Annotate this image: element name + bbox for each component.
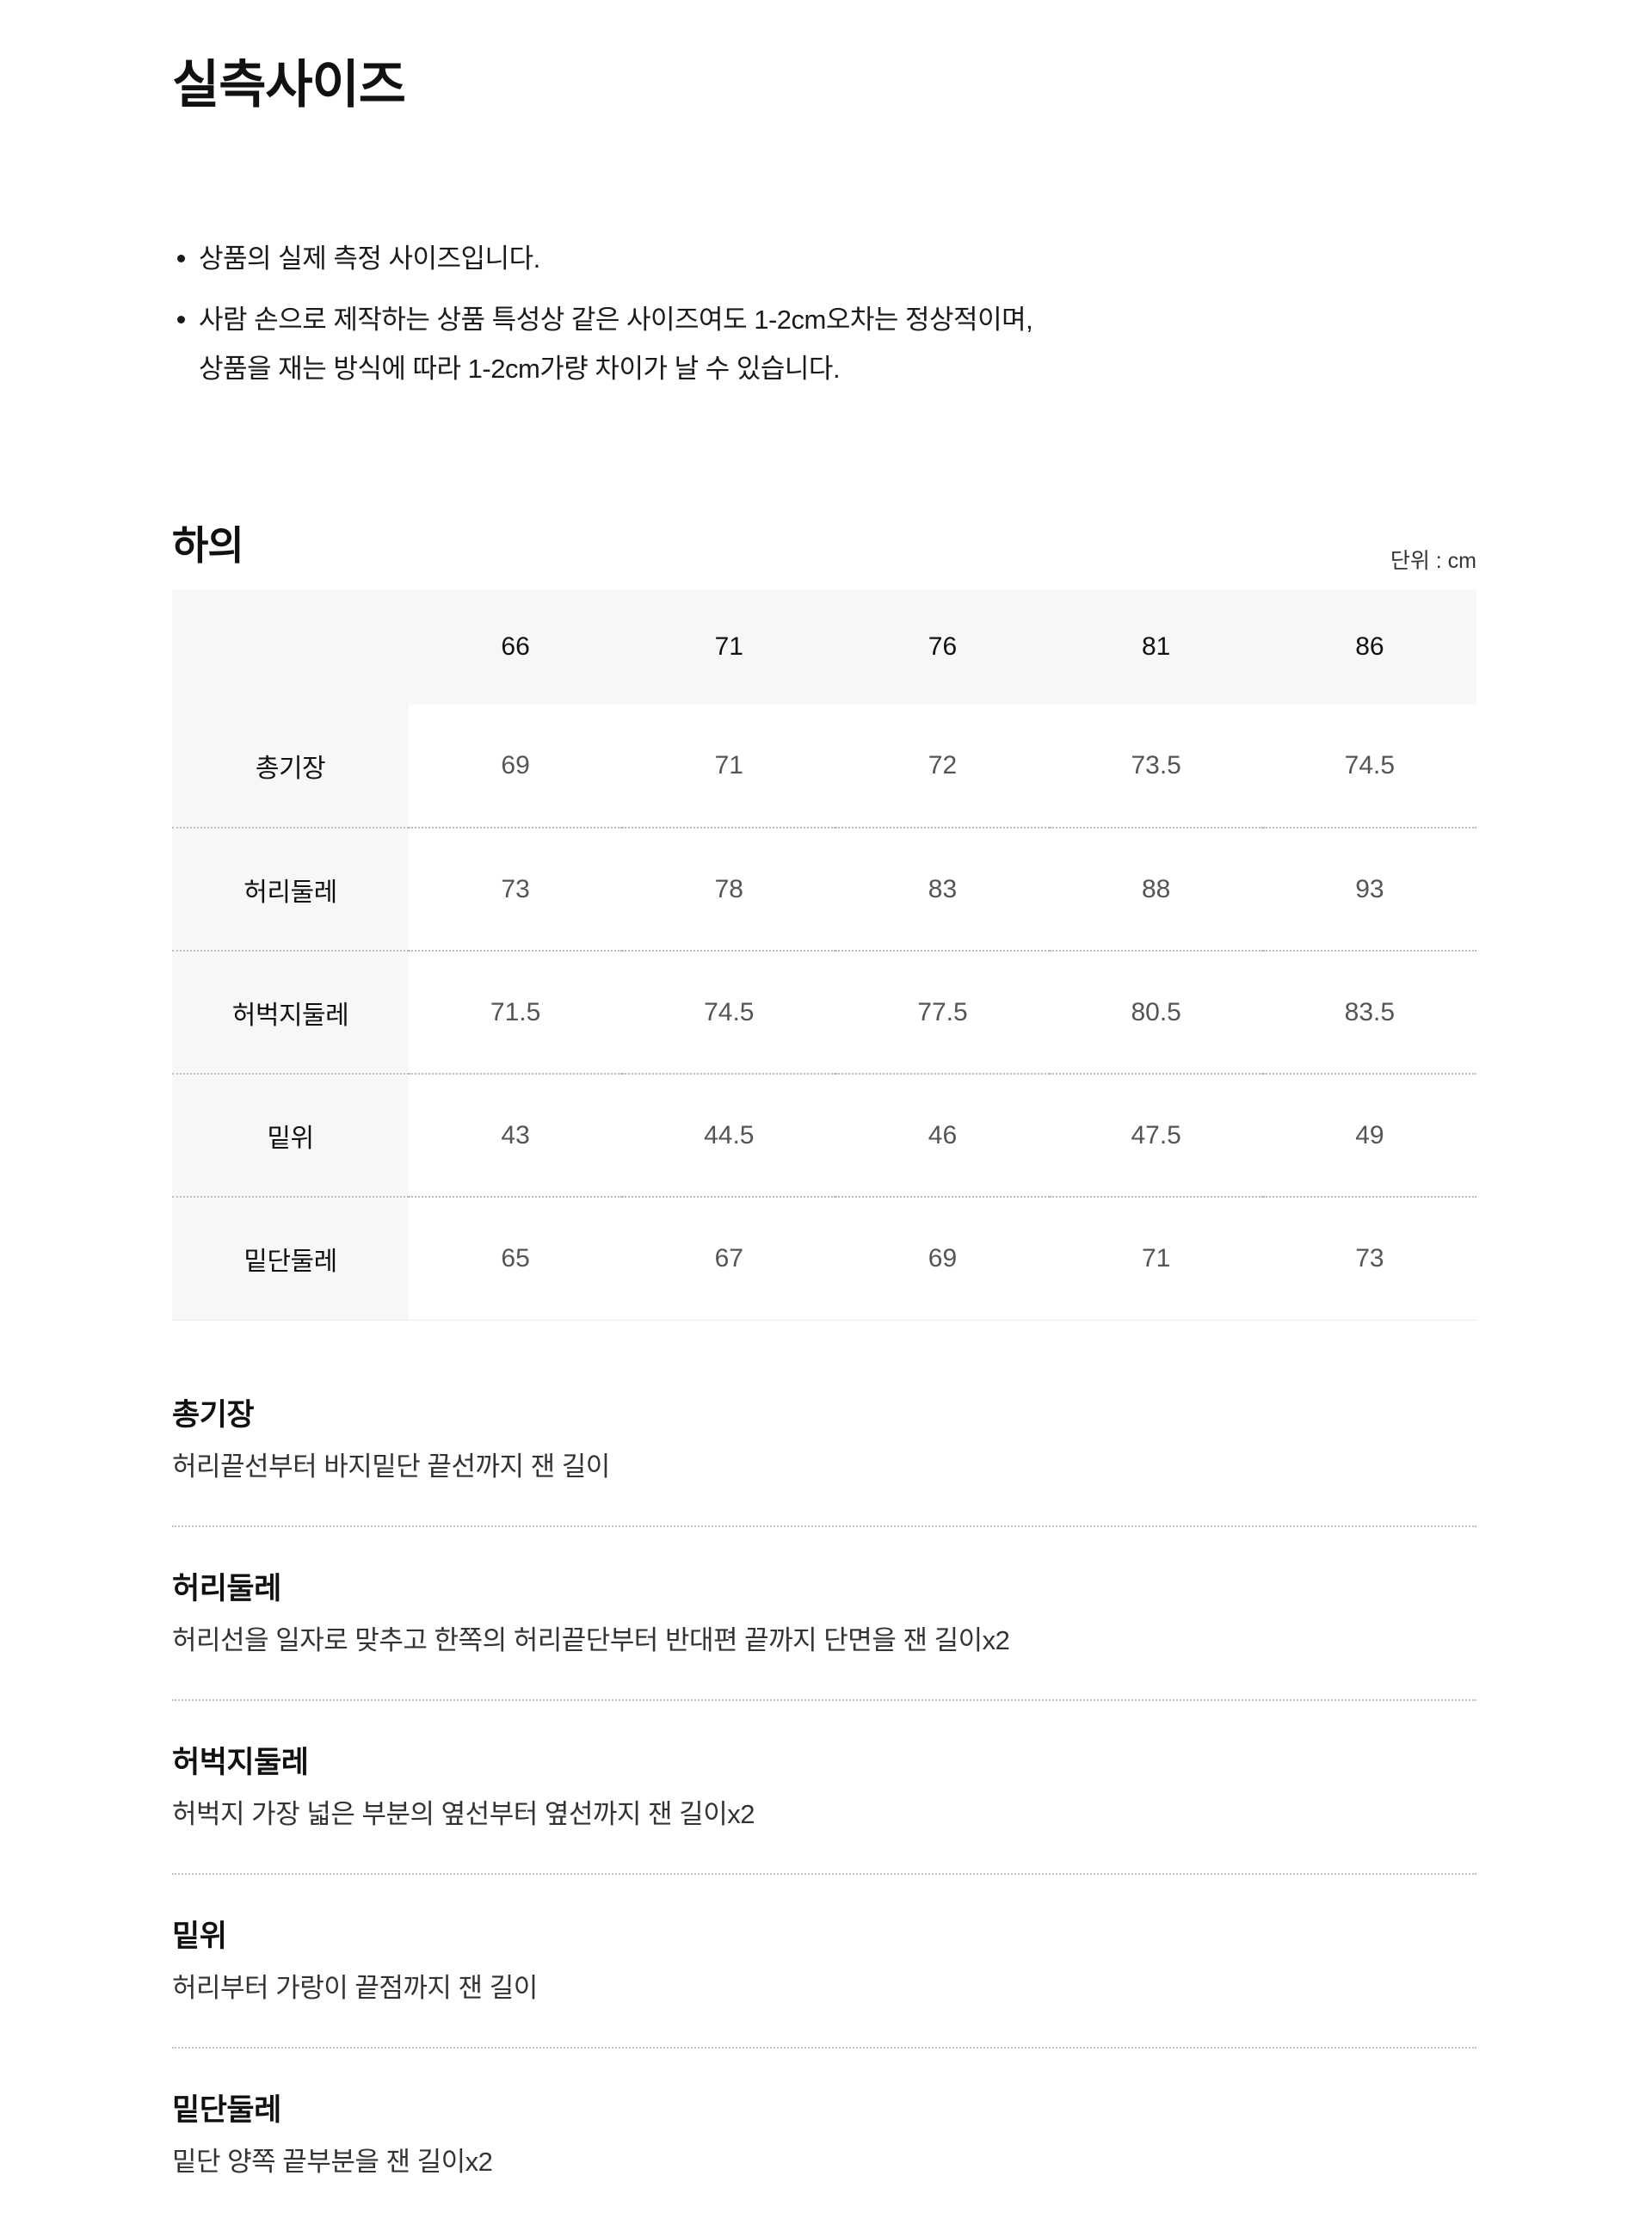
definition-term: 밑위 [172, 1919, 227, 1953]
dotted-divider [172, 1872, 1476, 1875]
size-cell: 83 [835, 827, 1050, 951]
size-column-header: 81 [1049, 589, 1263, 705]
table-row: 허리둘레 73 78 83 88 93 [172, 827, 1476, 951]
note-text: 상품의 실제 측정 사이즈입니다. [199, 234, 540, 283]
size-table-body: 총기장 69 71 72 73.5 74.5 허리둘레 73 78 83 88 … [172, 705, 1476, 1320]
note-line: 상품을 재는 방식에 따라 1-2cm가량 차이가 날 수 있습니다. [199, 354, 841, 384]
dotted-divider [172, 2046, 1476, 2049]
definition-term: 밑단둘레 [172, 2092, 281, 2127]
size-cell: 71 [622, 705, 836, 828]
size-cell: 83.5 [1262, 950, 1476, 1074]
table-row: 허벅지둘레 71.5 74.5 77.5 80.5 83.5 [172, 950, 1476, 1074]
size-cell: 44.5 [622, 1073, 836, 1197]
page-title: 실측사이즈 [172, 56, 406, 114]
dotted-divider [172, 1698, 1476, 1701]
bullet-icon [177, 316, 185, 324]
size-cell: 65 [409, 1196, 623, 1320]
definition-block: 허벅지둘레 허벅지 가장 넓은 부분의 옆선부터 옆선까지 잰 길이x2 [172, 1744, 1476, 1833]
size-column-header: 71 [622, 589, 836, 705]
note-item: 상품의 실제 측정 사이즈입니다. [172, 234, 1476, 283]
size-cell: 43 [409, 1073, 623, 1197]
size-cell: 73.5 [1049, 705, 1263, 828]
definition-term: 총기장 [172, 1397, 255, 1432]
size-cell: 69 [835, 1196, 1050, 1320]
size-table-header: 66 71 76 81 86 [172, 589, 1476, 705]
definition-description: 허벅지 가장 넓은 부분의 옆선부터 옆선까지 잰 길이x2 [172, 1798, 755, 1829]
table-header-row: 66 71 76 81 86 [172, 589, 1476, 705]
size-cell: 93 [1262, 827, 1476, 951]
size-cell: 72 [835, 705, 1050, 828]
note-text: 사람 손으로 제작하는 상품 특성상 같은 사이즈여도 1-2cm오차는 정상적… [199, 295, 1033, 393]
size-cell: 47.5 [1049, 1073, 1263, 1197]
notes-list: 상품의 실제 측정 사이즈입니다. 사람 손으로 제작하는 상품 특성상 같은 … [172, 234, 1476, 393]
size-cell: 73 [1262, 1196, 1476, 1320]
size-column-header: 86 [1262, 589, 1476, 705]
size-cell: 67 [622, 1196, 836, 1320]
definition-block: 밑위 허리부터 가랑이 끝점까지 잰 길이 [172, 1918, 1476, 2007]
size-cell: 74.5 [622, 950, 836, 1074]
table-row: 밑단둘레 65 67 69 71 73 [172, 1196, 1476, 1320]
definitions-section: 총기장 허리끝선부터 바지밑단 끝선까지 잰 길이 허리둘레 허리선을 일자로 … [172, 1396, 1476, 2181]
definition-description: 허리부터 가랑이 끝점까지 잰 길이 [172, 1972, 538, 2003]
row-label: 밑단둘레 [172, 1196, 409, 1320]
note-line: 사람 손으로 제작하는 상품 특성상 같은 사이즈여도 1-2cm오차는 정상적… [199, 305, 1033, 335]
section-heading-bottoms: 하의 [172, 523, 244, 568]
table-row: 총기장 69 71 72 73.5 74.5 [172, 705, 1476, 828]
definition-block: 총기장 허리끝선부터 바지밑단 끝선까지 잰 길이 [172, 1396, 1476, 1486]
definition-description: 허리끝선부터 바지밑단 끝선까지 잰 길이 [172, 1451, 610, 1482]
size-cell: 73 [409, 827, 623, 951]
size-cell: 71.5 [409, 950, 623, 1074]
definition-term: 허리둘레 [172, 1571, 281, 1605]
size-cell: 71 [1049, 1196, 1263, 1320]
bullet-icon [177, 255, 185, 262]
table-row: 밑위 43 44.5 46 47.5 49 [172, 1073, 1476, 1197]
size-cell: 78 [622, 827, 836, 951]
size-cell: 74.5 [1262, 705, 1476, 828]
section-head: 하의 단위 : cm [172, 522, 1476, 573]
size-column-header: 76 [835, 589, 1050, 705]
row-label: 허벅지둘레 [172, 950, 409, 1074]
size-cell: 77.5 [835, 950, 1050, 1074]
note-line: 상품의 실제 측정 사이즈입니다. [199, 243, 540, 274]
size-cell: 88 [1049, 827, 1263, 951]
size-column-header: 66 [409, 589, 623, 705]
row-label: 총기장 [172, 705, 409, 828]
size-cell: 49 [1262, 1073, 1476, 1197]
table-corner-cell [172, 589, 409, 705]
definition-description: 허리선을 일자로 맞추고 한쪽의 허리끝단부터 반대편 끝까지 단면을 잰 길이… [172, 1624, 1010, 1655]
size-cell: 69 [409, 705, 623, 828]
unit-label: 단위 : cm [1390, 549, 1476, 573]
note-item: 사람 손으로 제작하는 상품 특성상 같은 사이즈여도 1-2cm오차는 정상적… [172, 295, 1476, 393]
definition-block: 밑단둘레 밑단 양쪽 끝부분을 잰 길이x2 [172, 2092, 1476, 2181]
row-label: 밑위 [172, 1073, 409, 1197]
definition-description: 밑단 양쪽 끝부분을 잰 길이x2 [172, 2146, 493, 2177]
row-label: 허리둘레 [172, 827, 409, 951]
definition-block: 허리둘레 허리선을 일자로 맞추고 한쪽의 허리끝단부터 반대편 끝까지 단면을… [172, 1570, 1476, 1660]
size-cell: 46 [835, 1073, 1050, 1197]
size-table: 66 71 76 81 86 총기장 69 71 72 73.5 74.5 허리… [172, 589, 1476, 1321]
size-cell: 80.5 [1049, 950, 1263, 1074]
dotted-divider [172, 1525, 1476, 1527]
definition-term: 허벅지둘레 [172, 1745, 309, 1779]
